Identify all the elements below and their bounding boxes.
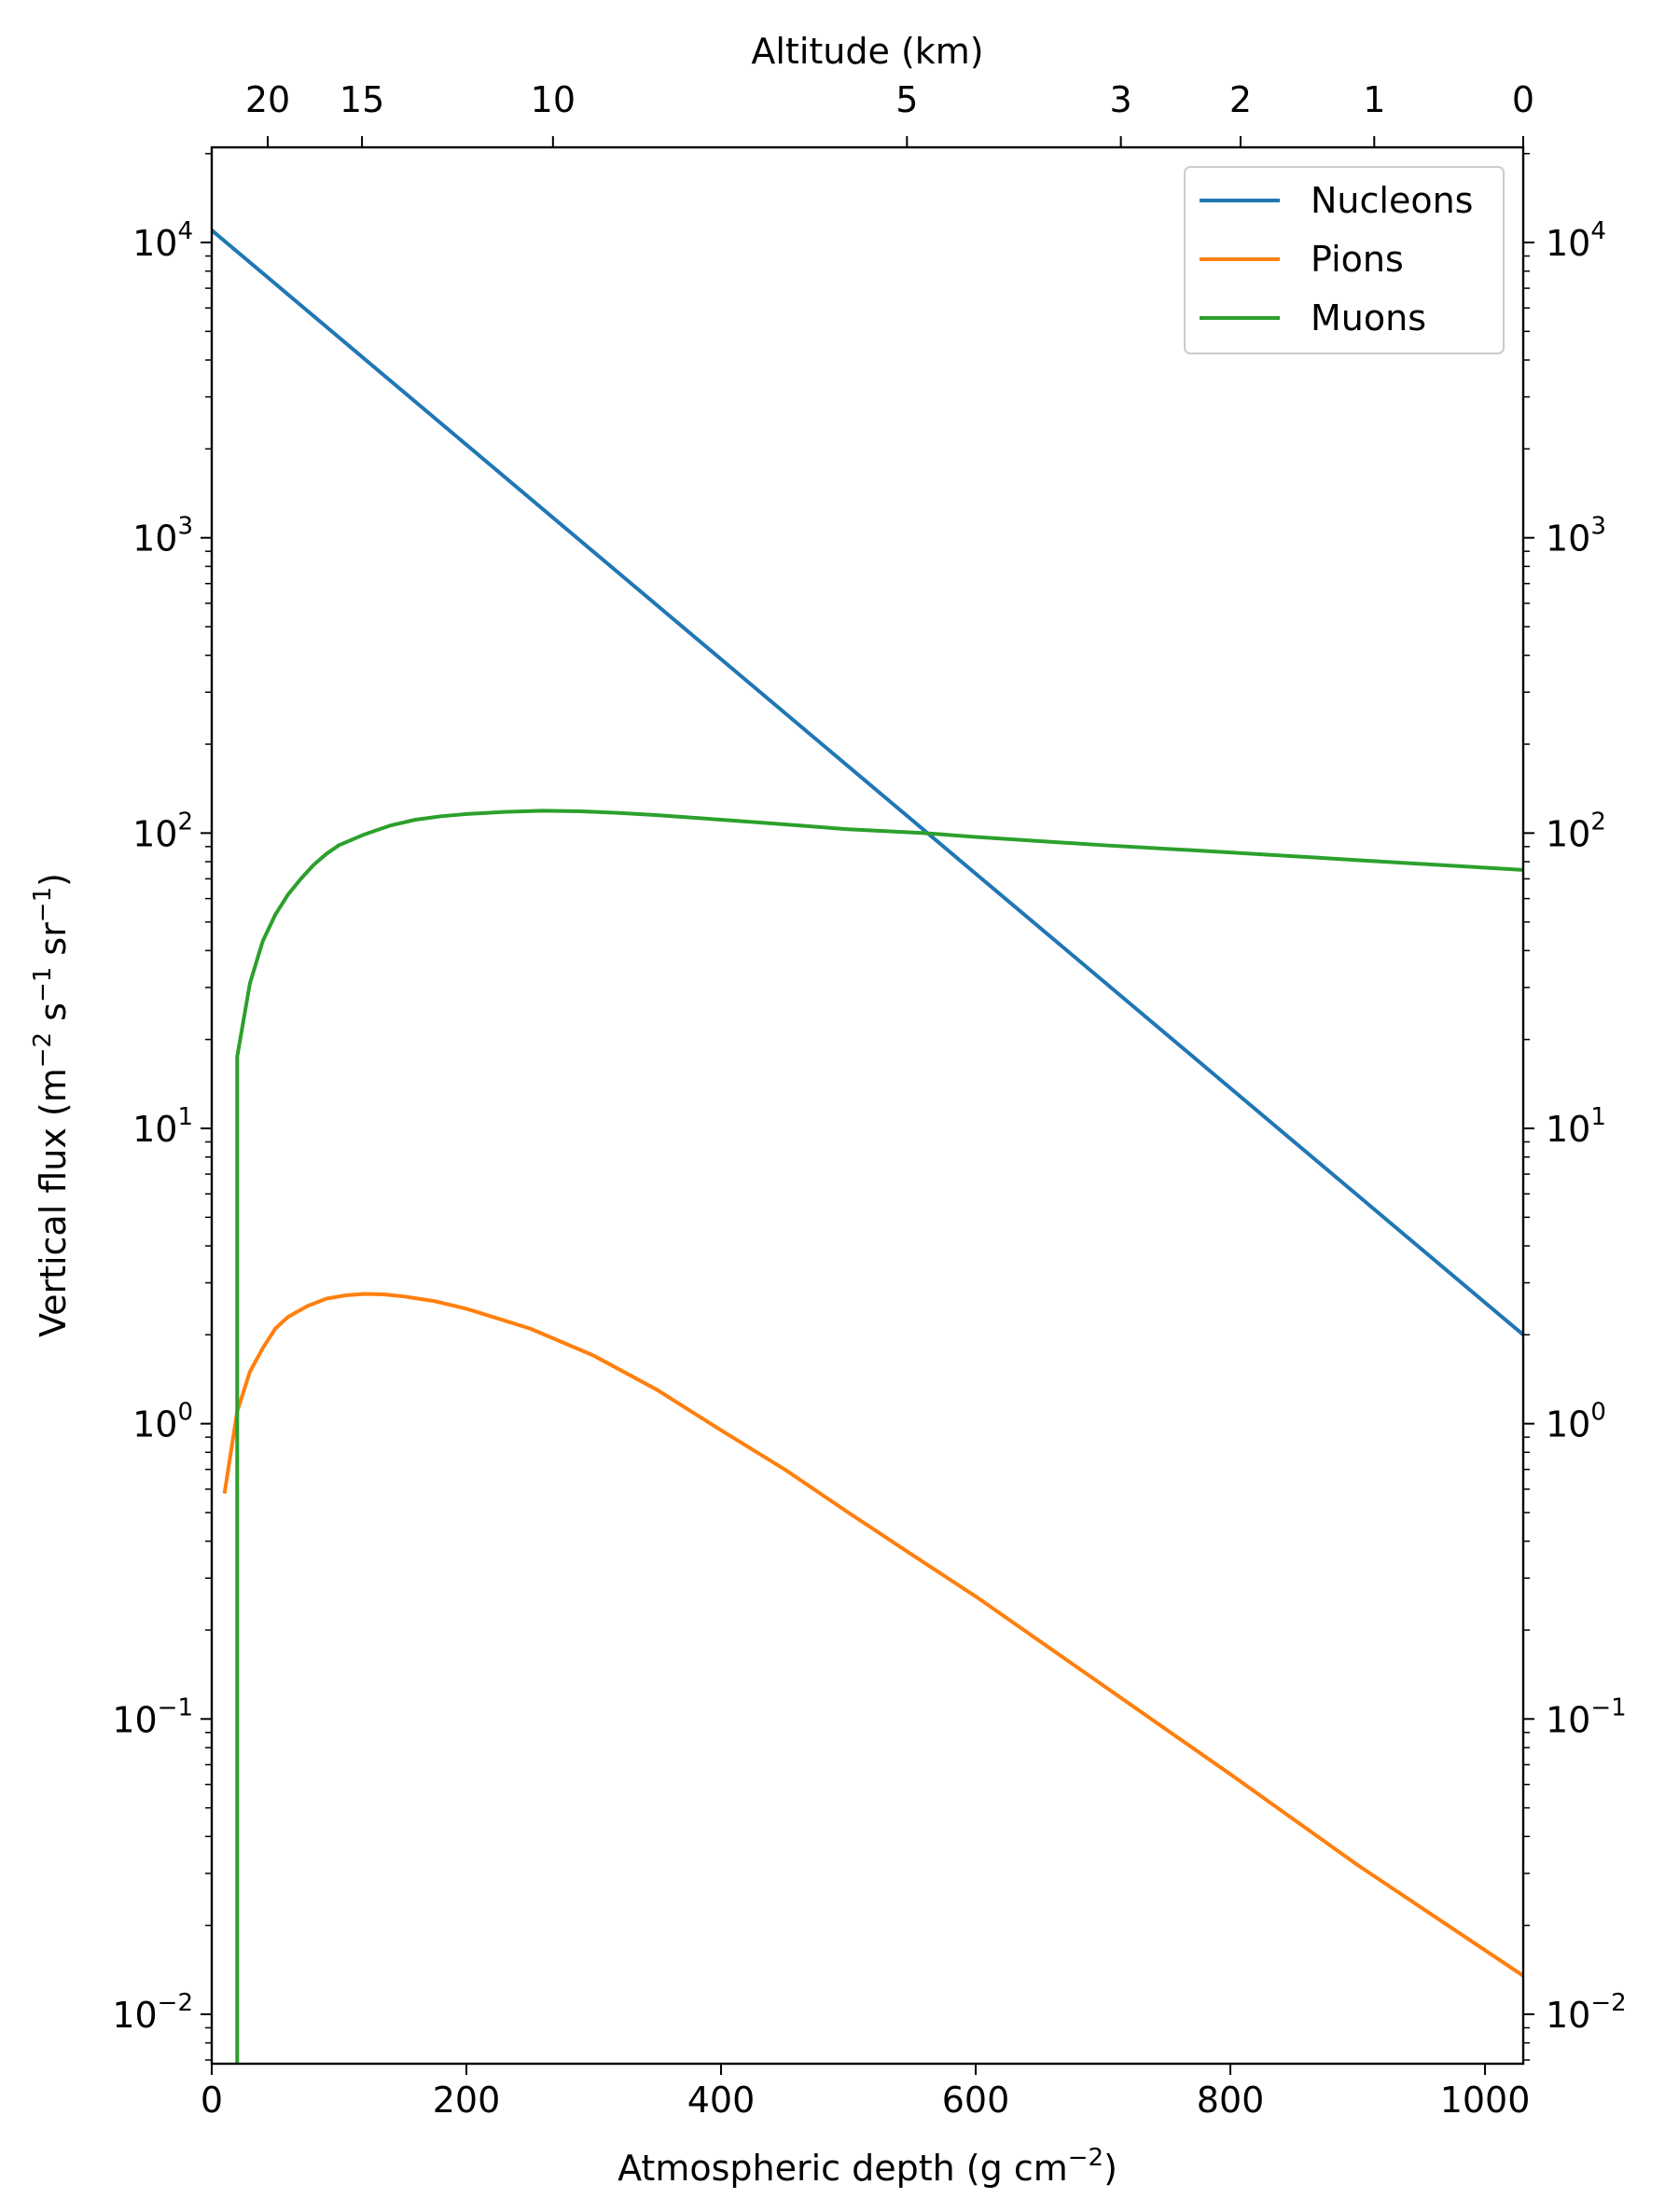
x-tick-label: 600 bbox=[942, 2080, 1010, 2121]
legend-box bbox=[1184, 166, 1505, 354]
x-tick-label: 400 bbox=[687, 2080, 756, 2121]
plot-frame bbox=[210, 145, 1525, 2066]
y-tick-label-right: 100 bbox=[1546, 1399, 1606, 1445]
top-axis-title: Altitude (km) bbox=[751, 31, 983, 72]
top-tick-label: 15 bbox=[340, 79, 384, 120]
y-tick-label-right: 102 bbox=[1546, 808, 1606, 854]
y-tick-label-left: 104 bbox=[132, 217, 193, 264]
top-tick-label: 20 bbox=[245, 79, 290, 120]
top-tick-label: 1 bbox=[1363, 79, 1385, 120]
y-tick-label-left: 103 bbox=[132, 513, 193, 560]
y-tick-label-left: 10−2 bbox=[112, 1989, 193, 2036]
top-tick-label: 2 bbox=[1229, 79, 1252, 120]
x-axis-title: Atmospheric depth (g cm−2) bbox=[617, 2144, 1117, 2189]
series-line-muons bbox=[235, 809, 1524, 2064]
y-tick-label-left: 100 bbox=[132, 1399, 193, 1445]
y-axis-title: Vertical flux (m−2 s−1 sr−1) bbox=[29, 873, 74, 1337]
top-tick-label: 5 bbox=[895, 79, 918, 120]
y-tick-label-right: 10−2 bbox=[1546, 1989, 1627, 2036]
series-layer bbox=[210, 228, 1525, 2064]
series-line-pions bbox=[222, 1292, 1525, 1978]
y-tick-label-right: 101 bbox=[1546, 1103, 1606, 1150]
x-tick-label: 1000 bbox=[1440, 2080, 1531, 2121]
x-tick-label: 0 bbox=[201, 2080, 223, 2121]
top-tick-label: 10 bbox=[531, 79, 576, 120]
y-tick-label-right: 104 bbox=[1546, 217, 1606, 264]
series-line-nucleons bbox=[210, 228, 1525, 1336]
y-tick-label-left: 102 bbox=[132, 808, 193, 854]
legend-label-muons: Muons bbox=[1311, 297, 1426, 339]
x-tick-label: 200 bbox=[433, 2080, 501, 2121]
y-tick-label-left: 10−1 bbox=[112, 1694, 193, 1740]
y-tick-label-right: 103 bbox=[1546, 513, 1606, 560]
legend: Nucleons Pions Muons bbox=[1184, 166, 1505, 354]
top-tick-label: 0 bbox=[1512, 79, 1534, 120]
y-tick-label-left: 101 bbox=[132, 1103, 193, 1150]
x-tick-label: 800 bbox=[1197, 2080, 1265, 2121]
legend-label-pions: Pions bbox=[1311, 239, 1404, 280]
legend-label-nucleons: Nucleons bbox=[1311, 180, 1473, 221]
top-tick-label: 3 bbox=[1110, 79, 1132, 120]
y-tick-label-right: 10−1 bbox=[1546, 1694, 1627, 1740]
